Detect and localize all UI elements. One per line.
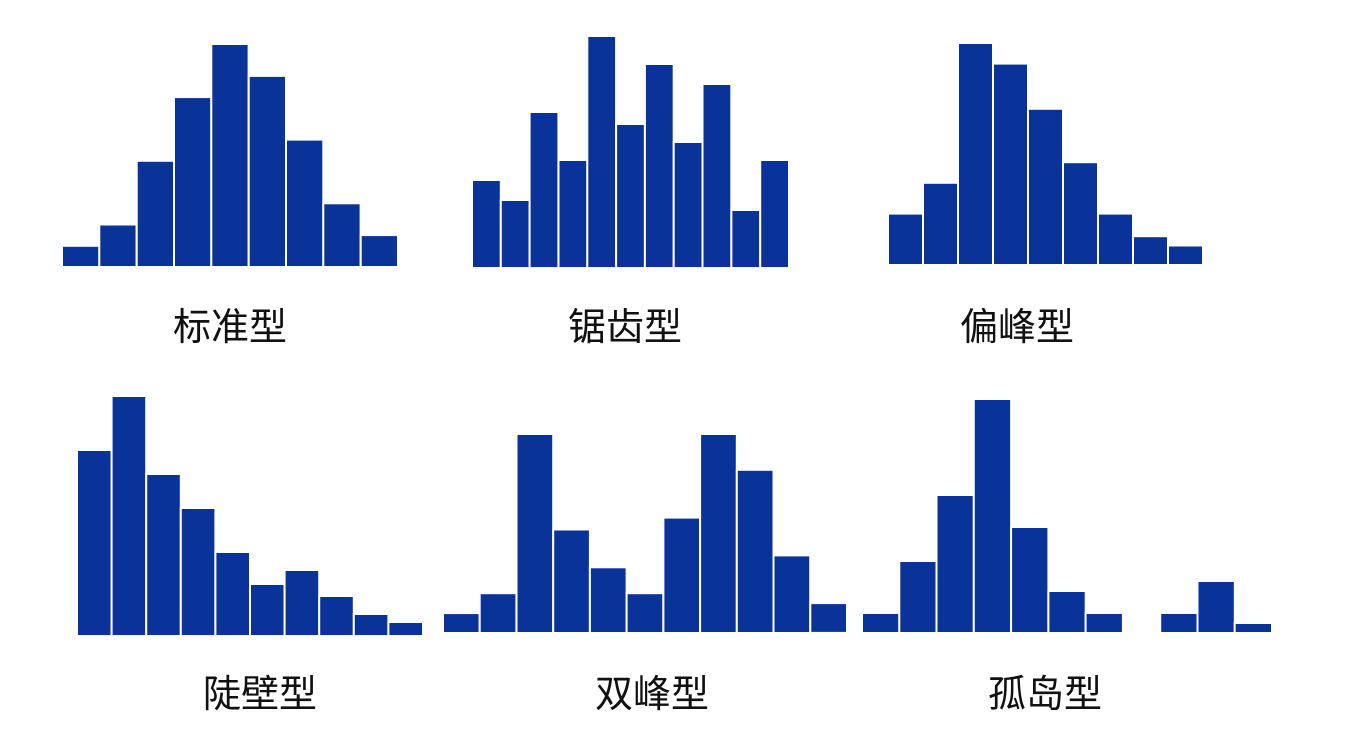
bar [1010, 526, 1050, 634]
bar [359, 234, 400, 269]
bar [442, 612, 481, 634]
bar [922, 181, 959, 266]
histogram-isolated-island [861, 398, 1273, 634]
bar [318, 595, 355, 637]
bar [210, 43, 250, 268]
bar [898, 560, 938, 634]
chart-title-sawtooth: 锯齿型 [568, 305, 682, 349]
bar [478, 592, 518, 635]
bar [759, 159, 791, 269]
bar [1167, 244, 1204, 266]
bar [499, 199, 531, 269]
bar [887, 212, 924, 267]
bar [1132, 235, 1169, 266]
bar [322, 202, 362, 269]
bar [643, 63, 675, 269]
bar [249, 583, 286, 637]
bar [179, 507, 217, 637]
bar [515, 433, 555, 634]
bar [352, 613, 390, 637]
bar [972, 398, 1013, 634]
bar [76, 449, 113, 637]
bar [173, 96, 213, 268]
bar [61, 244, 101, 269]
bar [1084, 612, 1124, 634]
bar [1027, 107, 1064, 266]
histogram-cliff [76, 395, 424, 637]
bar [557, 159, 589, 269]
bar [992, 62, 1029, 266]
chart-title-skewed: 偏峰型 [960, 305, 1074, 349]
bar [935, 494, 975, 634]
chart-title-cliff: 陡壁型 [203, 672, 317, 716]
chart-title-bimodal: 双峰型 [595, 672, 709, 716]
bar [552, 528, 591, 634]
chart-title-standard: 标准型 [173, 305, 287, 349]
bar [772, 554, 812, 635]
bar [247, 74, 287, 269]
bar [285, 138, 325, 269]
bar [528, 111, 560, 269]
bar [110, 395, 148, 637]
bar [701, 83, 733, 269]
histogram-bimodal [442, 433, 848, 635]
bar [1047, 590, 1087, 634]
histogram-sawtooth [471, 35, 791, 269]
chart-title-isolated-island: 孤岛型 [988, 672, 1102, 716]
bar [471, 179, 502, 269]
bar [1196, 580, 1236, 634]
bar [145, 473, 182, 637]
bar [214, 551, 251, 637]
bar [586, 35, 618, 269]
bar [98, 223, 138, 268]
bar [672, 141, 704, 269]
bar [1159, 612, 1199, 634]
bar [1097, 212, 1134, 267]
bar [662, 516, 702, 634]
bar [1062, 161, 1099, 266]
bar [387, 621, 424, 637]
bar [1233, 622, 1273, 634]
histogram-skewed [887, 42, 1204, 267]
bar [699, 433, 738, 634]
bar [588, 566, 628, 634]
bar [615, 123, 646, 269]
histogram-standard [61, 43, 400, 269]
bar [283, 569, 321, 637]
bar [625, 592, 665, 635]
bar [135, 159, 175, 268]
bar [861, 612, 901, 634]
bar [957, 42, 994, 266]
bar [809, 602, 848, 634]
bar [735, 468, 775, 634]
bar [730, 209, 762, 269]
